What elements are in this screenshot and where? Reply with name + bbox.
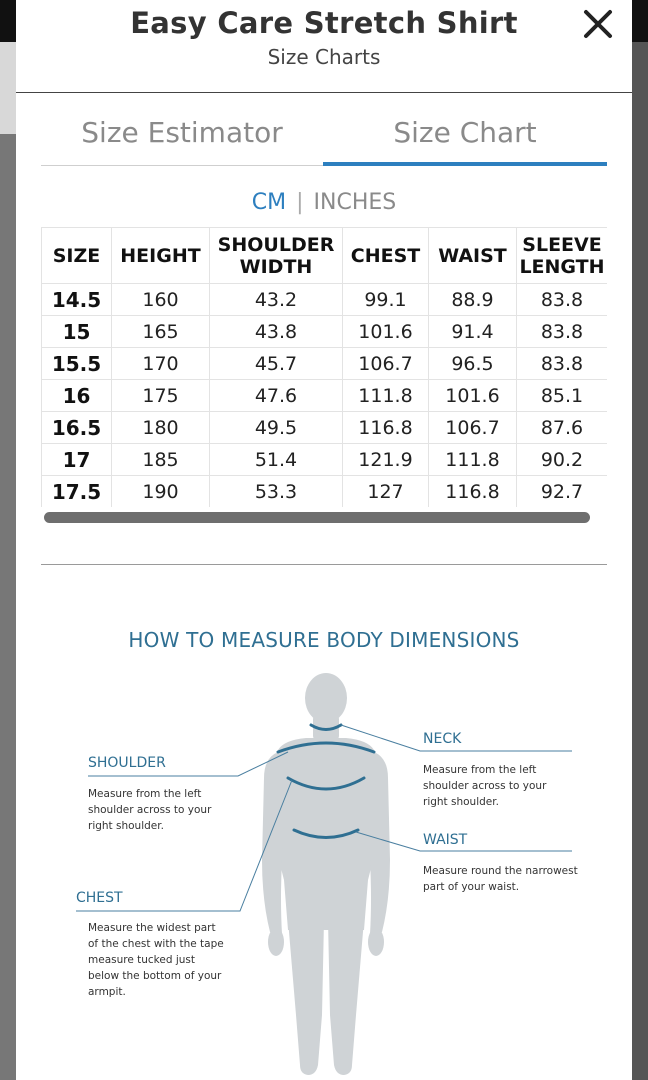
table-cell: 175 bbox=[111, 379, 210, 412]
table-cell: 51.4 bbox=[209, 443, 343, 476]
close-button[interactable] bbox=[578, 4, 618, 44]
size-cell: 17 bbox=[41, 443, 112, 476]
table-cell: 185 bbox=[111, 443, 210, 476]
table-cell: 101.6 bbox=[342, 315, 429, 348]
modal-header: Easy Care Stretch Shirt Size Charts bbox=[16, 0, 632, 93]
active-tab-indicator bbox=[323, 162, 607, 166]
table-cell: 83.8 bbox=[516, 315, 607, 348]
column-header: SIZE bbox=[41, 227, 112, 284]
table-cell: 116.8 bbox=[428, 475, 517, 507]
neck-label: NECK bbox=[423, 731, 462, 747]
table-cell: 106.7 bbox=[428, 411, 517, 444]
unit-cm-button[interactable]: CM bbox=[251, 190, 287, 215]
size-table-container: SIZE HEIGHT SHOULDER WIDTH CHEST WAIST S… bbox=[41, 227, 607, 507]
table-row: 14.5 160 43.2 99.1 88.9 83.8 bbox=[41, 283, 607, 316]
waist-description: Measure round the narrowest part of your… bbox=[423, 865, 578, 893]
table-cell: 99.1 bbox=[342, 283, 429, 316]
table-cell: 88.9 bbox=[428, 283, 517, 316]
table-cell: 43.2 bbox=[209, 283, 343, 316]
table-cell: 92.7 bbox=[516, 475, 607, 507]
modal-title: Easy Care Stretch Shirt bbox=[130, 6, 518, 40]
unit-separator: | bbox=[296, 190, 304, 215]
table-row: 15.5 170 45.7 106.7 96.5 83.8 bbox=[41, 347, 607, 380]
table-cell: 190 bbox=[111, 475, 210, 507]
size-cell: 14.5 bbox=[41, 283, 112, 316]
close-icon bbox=[584, 10, 612, 38]
size-cell: 15 bbox=[41, 315, 112, 348]
table-cell: 90.2 bbox=[516, 443, 607, 476]
table-row: 17.5 190 53.3 127 116.8 92.7 bbox=[41, 475, 607, 507]
table-cell: 85.1 bbox=[516, 379, 607, 412]
table-row: 17 185 51.4 121.9 111.8 90.2 bbox=[41, 443, 607, 476]
table-cell: 45.7 bbox=[209, 347, 343, 380]
column-header: CHEST bbox=[342, 227, 429, 284]
table-cell: 96.5 bbox=[428, 347, 517, 380]
column-header: WAIST bbox=[428, 227, 517, 284]
table-cell: 180 bbox=[111, 411, 210, 444]
table-cell: 87.6 bbox=[516, 411, 607, 444]
table-cell: 127 bbox=[342, 475, 429, 507]
table-cell: 165 bbox=[111, 315, 210, 348]
shoulder-description: Measure from the left shoulder across to… bbox=[88, 788, 212, 832]
table-cell: 47.6 bbox=[209, 379, 343, 412]
table-cell: 170 bbox=[111, 347, 210, 380]
modal-subtitle: Size Charts bbox=[267, 45, 381, 69]
measure-section-title: HOW TO MEASURE BODY DIMENSIONS bbox=[128, 628, 520, 652]
table-horizontal-scrollbar[interactable] bbox=[44, 512, 590, 523]
column-header: HEIGHT bbox=[111, 227, 210, 284]
table-cell: 111.8 bbox=[428, 443, 517, 476]
neck-description: Measure from the left shoulder across to… bbox=[423, 764, 547, 808]
table-cell: 83.8 bbox=[516, 347, 607, 380]
size-cell: 16.5 bbox=[41, 411, 112, 444]
table-row: 15 165 43.8 101.6 91.4 83.8 bbox=[41, 315, 607, 348]
waist-label: WAIST bbox=[423, 832, 468, 848]
column-header: SLEEVE LENGTH bbox=[516, 227, 607, 284]
table-cell: 43.8 bbox=[209, 315, 343, 348]
table-cell: 116.8 bbox=[342, 411, 429, 444]
size-table: SIZE HEIGHT SHOULDER WIDTH CHEST WAIST S… bbox=[41, 227, 607, 507]
table-cell: 121.9 bbox=[342, 443, 429, 476]
size-chart-modal: Easy Care Stretch Shirt Size Charts Size… bbox=[16, 0, 632, 1080]
table-cell: 91.4 bbox=[428, 315, 517, 348]
table-header-row: SIZE HEIGHT SHOULDER WIDTH CHEST WAIST S… bbox=[41, 227, 607, 284]
tab-size-chart[interactable]: Size Chart bbox=[393, 116, 537, 149]
shoulder-label: SHOULDER bbox=[88, 755, 166, 771]
size-cell: 15.5 bbox=[41, 347, 112, 380]
table-cell: 106.7 bbox=[342, 347, 429, 380]
table-cell: 101.6 bbox=[428, 379, 517, 412]
section-divider bbox=[41, 564, 607, 565]
table-row: 16 175 47.6 111.8 101.6 85.1 bbox=[41, 379, 607, 412]
background-edge bbox=[632, 42, 648, 1080]
size-cell: 16 bbox=[41, 379, 112, 412]
unit-toggle: CM | INCHES bbox=[16, 190, 632, 215]
table-cell: 49.5 bbox=[209, 411, 343, 444]
tab-size-estimator[interactable]: Size Estimator bbox=[81, 116, 283, 149]
body-figure-illustration bbox=[76, 673, 572, 1075]
body-measurement-diagram: SHOULDER Measure from the left shoulder … bbox=[16, 670, 632, 1080]
table-cell: 83.8 bbox=[516, 283, 607, 316]
column-header: SHOULDER WIDTH bbox=[209, 227, 343, 284]
background-panel bbox=[0, 42, 16, 134]
chest-description: Measure the widest part of the chest wit… bbox=[88, 922, 224, 998]
unit-inches-button[interactable]: INCHES bbox=[313, 190, 397, 215]
table-cell: 53.3 bbox=[209, 475, 343, 507]
tab-bar: Size Estimator Size Chart bbox=[41, 108, 607, 166]
table-cell: 160 bbox=[111, 283, 210, 316]
table-row: 16.5 180 49.5 116.8 106.7 87.6 bbox=[41, 411, 607, 444]
table-cell: 111.8 bbox=[342, 379, 429, 412]
size-cell: 17.5 bbox=[41, 475, 112, 507]
chest-label: CHEST bbox=[76, 890, 123, 906]
